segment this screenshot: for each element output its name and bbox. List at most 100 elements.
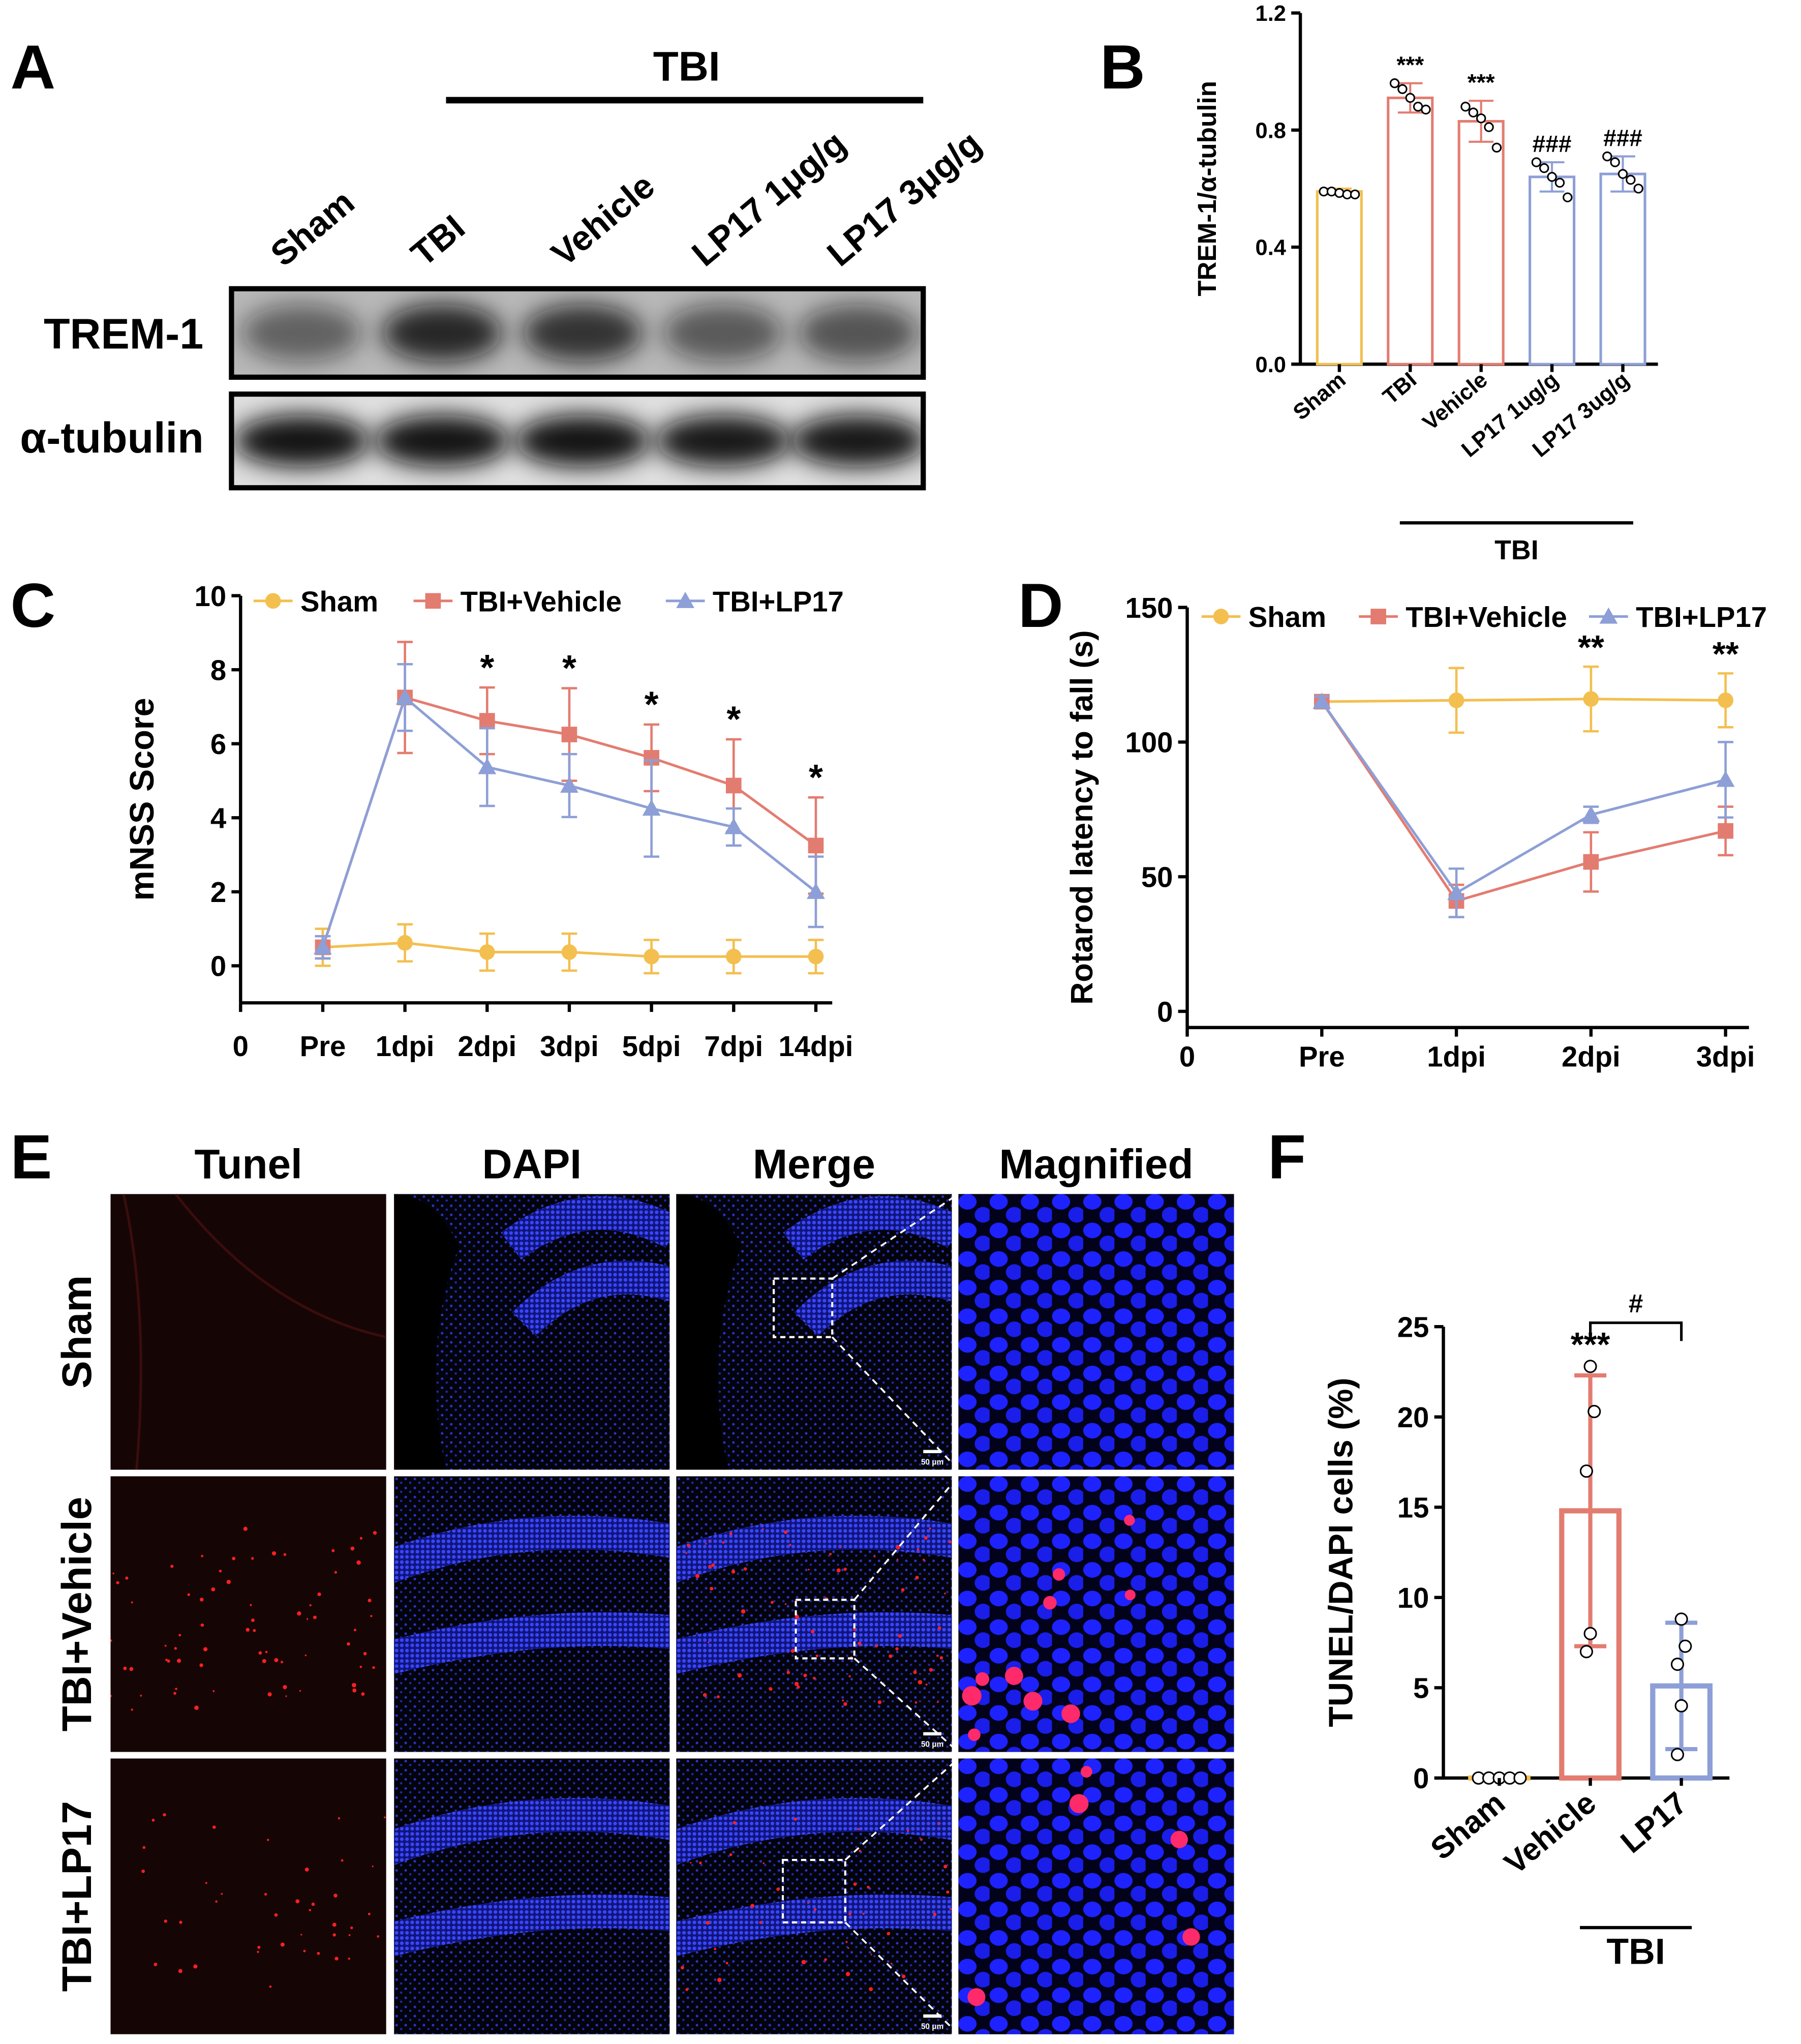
data-point bbox=[1334, 188, 1345, 198]
tunel-signal bbox=[199, 1663, 203, 1667]
tunel-signal bbox=[283, 1553, 287, 1556]
tunel-signal bbox=[840, 1545, 842, 1548]
tunel-signal bbox=[251, 1557, 254, 1560]
tunel-signal bbox=[317, 1592, 321, 1597]
tunel-signal bbox=[829, 1552, 832, 1555]
y-tick-label: 5 bbox=[1413, 1672, 1429, 1704]
tunel-signal bbox=[140, 1694, 142, 1697]
tunel-signal bbox=[219, 1570, 222, 1573]
tunel-signal bbox=[784, 1603, 787, 1605]
tunel-signal bbox=[200, 1623, 204, 1627]
tunel-signal bbox=[267, 1692, 272, 1697]
y-tick-label: 25 bbox=[1397, 1311, 1429, 1343]
bar bbox=[1529, 175, 1576, 366]
tunel-signal bbox=[729, 1532, 732, 1536]
data-point bbox=[1484, 122, 1494, 132]
tunel-signal bbox=[372, 1666, 375, 1669]
data-point bbox=[1405, 93, 1415, 103]
tunel-signal bbox=[348, 1934, 351, 1936]
tunel-signal bbox=[852, 1628, 856, 1631]
data-point bbox=[1674, 1612, 1688, 1626]
tunel-signal bbox=[253, 1629, 256, 1632]
tunel-signal bbox=[274, 1658, 279, 1663]
tunel-signal bbox=[165, 1659, 168, 1661]
tunel-signal bbox=[304, 1655, 307, 1657]
data-point bbox=[1491, 142, 1502, 153]
tunel-signal bbox=[762, 1862, 765, 1865]
marker bbox=[1213, 609, 1229, 624]
tunel-signal bbox=[915, 1576, 919, 1580]
tunel-signal bbox=[211, 1587, 216, 1591]
tunel-signal bbox=[372, 1866, 374, 1868]
zoom-line bbox=[844, 1921, 959, 2035]
tunel-signal bbox=[795, 1614, 800, 1619]
tunel-signal bbox=[257, 1945, 261, 1949]
marker bbox=[425, 593, 441, 609]
legend-label: TBI+Vehicle bbox=[1406, 601, 1567, 633]
tunel-signal bbox=[187, 1593, 190, 1596]
data-point bbox=[1588, 1405, 1601, 1419]
tunel-signal bbox=[257, 1950, 259, 1953]
tunel-signal bbox=[875, 1644, 878, 1648]
tunel-positive-cell bbox=[1052, 1568, 1065, 1581]
column-header: DAPI bbox=[482, 1141, 582, 1188]
data-point bbox=[1583, 1360, 1597, 1373]
data-point bbox=[1476, 113, 1486, 124]
panel-label: D bbox=[1018, 571, 1063, 641]
tunel-signal bbox=[914, 1701, 918, 1704]
tunel-signal bbox=[895, 1647, 899, 1650]
marker bbox=[724, 818, 743, 834]
tunel-signal bbox=[901, 1974, 906, 1978]
tunel-signal bbox=[794, 1681, 799, 1687]
tunel-signal bbox=[226, 1580, 231, 1584]
y-tick-label: 10 bbox=[1397, 1582, 1429, 1614]
marker bbox=[1312, 693, 1331, 709]
tunel-signal bbox=[731, 1570, 736, 1574]
tunel-signal bbox=[939, 1656, 943, 1660]
tunel-positive-cell bbox=[968, 1728, 981, 1741]
tunel-signal bbox=[853, 1882, 857, 1886]
marker bbox=[479, 713, 495, 729]
panel-label: A bbox=[11, 33, 56, 102]
group-label: TBI bbox=[653, 44, 720, 90]
x-tick-label: 3dpi bbox=[540, 1030, 599, 1062]
marker bbox=[808, 837, 824, 854]
tunel-signal bbox=[331, 1549, 335, 1552]
blot-frame bbox=[229, 286, 926, 380]
marker bbox=[676, 591, 695, 608]
significance: * bbox=[562, 648, 576, 688]
marker bbox=[561, 944, 577, 960]
tunel-signal bbox=[708, 1565, 712, 1569]
lane-label: Sham bbox=[263, 182, 361, 274]
tunel-signal bbox=[373, 1531, 377, 1535]
tunel-signal bbox=[843, 1568, 847, 1571]
data-point bbox=[1602, 151, 1612, 162]
tunel-positive-cell bbox=[967, 1988, 986, 2006]
tunel-signal bbox=[824, 1958, 827, 1961]
data-point bbox=[1633, 184, 1643, 194]
legend-label: TBI+LP17 bbox=[1636, 601, 1767, 633]
magnified-field bbox=[958, 1758, 1234, 2034]
blot-row-label: TREM-1 bbox=[44, 310, 203, 358]
tunel-signal bbox=[703, 1693, 707, 1697]
marker bbox=[314, 938, 332, 955]
y-tick-label: 0.8 bbox=[1256, 118, 1286, 143]
tunel-signal bbox=[179, 1920, 182, 1924]
tunel-signal bbox=[906, 1829, 909, 1832]
tunel-signal bbox=[205, 1882, 207, 1884]
tunel-signal bbox=[937, 1701, 939, 1703]
data-point bbox=[1468, 107, 1479, 117]
tunel-signal bbox=[929, 1527, 931, 1530]
blot-band bbox=[515, 415, 651, 467]
marker bbox=[725, 948, 742, 965]
y-tick-label: 0 bbox=[210, 950, 226, 982]
data-point bbox=[1579, 1645, 1593, 1659]
tunel-signal bbox=[937, 1626, 941, 1630]
tunel-signal bbox=[348, 1958, 350, 1960]
data-point bbox=[1397, 84, 1408, 94]
tunel-signal bbox=[786, 1670, 790, 1674]
marker bbox=[1583, 854, 1599, 870]
tunel-signal bbox=[699, 1861, 702, 1865]
data-point bbox=[1554, 177, 1565, 188]
